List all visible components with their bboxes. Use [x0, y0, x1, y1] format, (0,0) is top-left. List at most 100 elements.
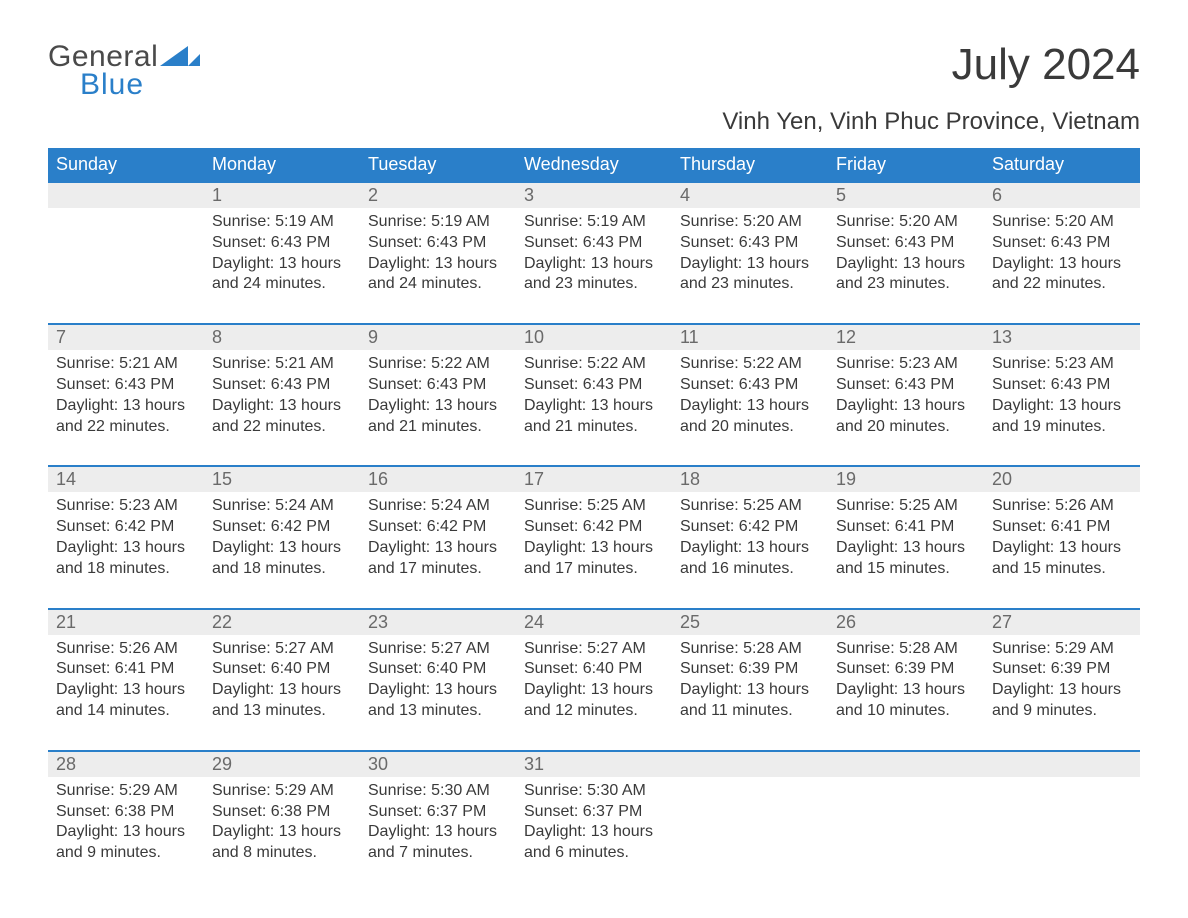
day-header-wednesday: Wednesday [516, 148, 672, 181]
daylight-text: Daylight: 13 hours and 24 minutes. [368, 254, 508, 296]
day-cell: Sunrise: 5:22 AMSunset: 6:43 PMDaylight:… [672, 350, 828, 465]
daylight-text: Daylight: 13 hours and 11 minutes. [680, 680, 820, 722]
sunset-text: Sunset: 6:41 PM [836, 517, 976, 538]
info-row: Sunrise: 5:29 AMSunset: 6:38 PMDaylight:… [48, 777, 1140, 892]
date-row: 28293031 [48, 752, 1140, 777]
date-cell: 11 [672, 325, 828, 350]
sunset-text: Sunset: 6:43 PM [212, 233, 352, 254]
sunset-text: Sunset: 6:42 PM [56, 517, 196, 538]
sunrise-text: Sunrise: 5:29 AM [992, 639, 1132, 660]
sunset-text: Sunset: 6:43 PM [680, 233, 820, 254]
sunset-text: Sunset: 6:43 PM [836, 233, 976, 254]
date-cell: 7 [48, 325, 204, 350]
day-cell: Sunrise: 5:25 AMSunset: 6:42 PMDaylight:… [672, 492, 828, 607]
sunrise-text: Sunrise: 5:25 AM [524, 496, 664, 517]
sunset-text: Sunset: 6:42 PM [212, 517, 352, 538]
daylight-text: Daylight: 13 hours and 8 minutes. [212, 822, 352, 864]
date-cell: 21 [48, 610, 204, 635]
sunrise-text: Sunrise: 5:23 AM [992, 354, 1132, 375]
day-cell: Sunrise: 5:19 AMSunset: 6:43 PMDaylight:… [516, 208, 672, 323]
title-block: July 2024 Vinh Yen, Vinh Phuc Province, … [722, 40, 1140, 136]
sunset-text: Sunset: 6:42 PM [680, 517, 820, 538]
sunset-text: Sunset: 6:43 PM [524, 233, 664, 254]
date-cell: 19 [828, 467, 984, 492]
sunrise-text: Sunrise: 5:20 AM [836, 212, 976, 233]
sunrise-text: Sunrise: 5:26 AM [56, 639, 196, 660]
sunset-text: Sunset: 6:43 PM [992, 375, 1132, 396]
date-cell: 6 [984, 183, 1140, 208]
sunset-text: Sunset: 6:40 PM [524, 659, 664, 680]
sunrise-text: Sunrise: 5:29 AM [56, 781, 196, 802]
daylight-text: Daylight: 13 hours and 23 minutes. [524, 254, 664, 296]
sunset-text: Sunset: 6:41 PM [56, 659, 196, 680]
week-row: 28293031Sunrise: 5:29 AMSunset: 6:38 PMD… [48, 750, 1140, 892]
date-row: 21222324252627 [48, 610, 1140, 635]
daylight-text: Daylight: 13 hours and 22 minutes. [992, 254, 1132, 296]
date-cell [984, 752, 1140, 777]
day-cell: Sunrise: 5:20 AMSunset: 6:43 PMDaylight:… [828, 208, 984, 323]
sunset-text: Sunset: 6:41 PM [992, 517, 1132, 538]
day-cell [984, 777, 1140, 892]
daylight-text: Daylight: 13 hours and 16 minutes. [680, 538, 820, 580]
date-cell: 13 [984, 325, 1140, 350]
date-cell: 12 [828, 325, 984, 350]
day-cell: Sunrise: 5:21 AMSunset: 6:43 PMDaylight:… [204, 350, 360, 465]
sunrise-text: Sunrise: 5:19 AM [212, 212, 352, 233]
day-header-thursday: Thursday [672, 148, 828, 181]
daylight-text: Daylight: 13 hours and 17 minutes. [368, 538, 508, 580]
header: General Blue July 2024 Vinh Yen, Vinh Ph… [48, 40, 1140, 136]
sunset-text: Sunset: 6:37 PM [524, 802, 664, 823]
day-cell: Sunrise: 5:28 AMSunset: 6:39 PMDaylight:… [672, 635, 828, 750]
day-cell: Sunrise: 5:22 AMSunset: 6:43 PMDaylight:… [360, 350, 516, 465]
date-cell: 9 [360, 325, 516, 350]
sunset-text: Sunset: 6:37 PM [368, 802, 508, 823]
day-cell: Sunrise: 5:22 AMSunset: 6:43 PMDaylight:… [516, 350, 672, 465]
date-cell: 23 [360, 610, 516, 635]
daylight-text: Daylight: 13 hours and 15 minutes. [992, 538, 1132, 580]
sunrise-text: Sunrise: 5:24 AM [368, 496, 508, 517]
sunset-text: Sunset: 6:43 PM [992, 233, 1132, 254]
sunset-text: Sunset: 6:42 PM [368, 517, 508, 538]
date-cell: 29 [204, 752, 360, 777]
sunrise-text: Sunrise: 5:20 AM [680, 212, 820, 233]
date-cell: 31 [516, 752, 672, 777]
day-cell: Sunrise: 5:24 AMSunset: 6:42 PMDaylight:… [204, 492, 360, 607]
day-cell: Sunrise: 5:24 AMSunset: 6:42 PMDaylight:… [360, 492, 516, 607]
daylight-text: Daylight: 13 hours and 18 minutes. [56, 538, 196, 580]
day-cell: Sunrise: 5:23 AMSunset: 6:43 PMDaylight:… [984, 350, 1140, 465]
daylight-text: Daylight: 13 hours and 22 minutes. [212, 396, 352, 438]
sunrise-text: Sunrise: 5:28 AM [680, 639, 820, 660]
weeks-container: 123456Sunrise: 5:19 AMSunset: 6:43 PMDay… [48, 181, 1140, 892]
day-header-monday: Monday [204, 148, 360, 181]
info-row: Sunrise: 5:26 AMSunset: 6:41 PMDaylight:… [48, 635, 1140, 750]
calendar: Sunday Monday Tuesday Wednesday Thursday… [48, 148, 1140, 892]
day-cell [672, 777, 828, 892]
sunset-text: Sunset: 6:43 PM [524, 375, 664, 396]
daylight-text: Daylight: 13 hours and 18 minutes. [212, 538, 352, 580]
sunrise-text: Sunrise: 5:22 AM [680, 354, 820, 375]
logo: General Blue [48, 40, 200, 102]
day-cell: Sunrise: 5:26 AMSunset: 6:41 PMDaylight:… [984, 492, 1140, 607]
daylight-text: Daylight: 13 hours and 13 minutes. [212, 680, 352, 722]
week-row: 14151617181920Sunrise: 5:23 AMSunset: 6:… [48, 465, 1140, 607]
info-row: Sunrise: 5:19 AMSunset: 6:43 PMDaylight:… [48, 208, 1140, 323]
date-cell: 1 [204, 183, 360, 208]
date-cell: 22 [204, 610, 360, 635]
sunrise-text: Sunrise: 5:25 AM [680, 496, 820, 517]
sunset-text: Sunset: 6:39 PM [680, 659, 820, 680]
sunset-text: Sunset: 6:38 PM [56, 802, 196, 823]
date-cell: 5 [828, 183, 984, 208]
date-row: 14151617181920 [48, 467, 1140, 492]
date-cell: 20 [984, 467, 1140, 492]
day-cell: Sunrise: 5:23 AMSunset: 6:43 PMDaylight:… [828, 350, 984, 465]
date-cell: 8 [204, 325, 360, 350]
daylight-text: Daylight: 13 hours and 10 minutes. [836, 680, 976, 722]
day-cell: Sunrise: 5:19 AMSunset: 6:43 PMDaylight:… [360, 208, 516, 323]
month-title: July 2024 [722, 40, 1140, 90]
logo-text-blue: Blue [80, 68, 200, 102]
sunrise-text: Sunrise: 5:22 AM [524, 354, 664, 375]
daylight-text: Daylight: 13 hours and 14 minutes. [56, 680, 196, 722]
date-cell: 30 [360, 752, 516, 777]
sunrise-text: Sunrise: 5:28 AM [836, 639, 976, 660]
sunrise-text: Sunrise: 5:29 AM [212, 781, 352, 802]
